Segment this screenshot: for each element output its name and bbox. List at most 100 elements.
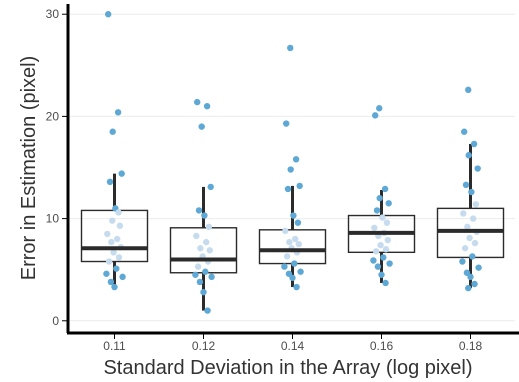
y-tick-label: 10	[46, 212, 60, 226]
x-tick-label: 0.14	[281, 339, 305, 353]
data-point	[292, 156, 300, 163]
data-point	[103, 270, 110, 277]
data-point	[384, 236, 391, 244]
data-point	[462, 181, 470, 189]
data-point	[465, 152, 472, 159]
data-point	[118, 170, 125, 177]
data-point	[206, 247, 213, 254]
data-point	[111, 283, 118, 291]
data-point	[460, 210, 467, 217]
ticks: 0 10 20 30 0.11 0.12 0.14 0.16 0.18	[46, 7, 483, 353]
data-point	[204, 307, 211, 314]
iqr-box	[169, 227, 238, 274]
data-point	[203, 102, 211, 110]
data-point	[371, 224, 378, 231]
data-point	[200, 288, 207, 296]
data-point	[286, 238, 293, 246]
data-point	[467, 273, 474, 281]
x-tick-label: 0.11	[103, 339, 126, 353]
data-point	[379, 214, 386, 221]
x-tick-label: 0.12	[192, 339, 216, 353]
iqr-box	[436, 207, 505, 259]
data-point	[283, 120, 290, 127]
data-point	[201, 212, 208, 219]
data-point	[465, 86, 472, 94]
data-point	[105, 11, 112, 18]
data-point	[289, 274, 296, 282]
data-point	[115, 254, 123, 261]
data-point	[198, 123, 205, 130]
data-point	[194, 263, 202, 270]
data-point	[110, 249, 117, 256]
data-point	[474, 165, 481, 172]
y-tick-label: 20	[46, 109, 60, 123]
data-point	[104, 230, 111, 238]
data-point	[381, 185, 389, 193]
data-points	[81, 11, 504, 314]
data-point	[372, 112, 379, 119]
data-point	[377, 241, 384, 249]
data-point	[292, 235, 299, 243]
data-point	[386, 260, 393, 267]
y-tick-label: 0	[52, 314, 59, 328]
x-tick-label: 0.18	[459, 339, 483, 353]
data-point	[466, 234, 473, 242]
data-point	[107, 278, 115, 286]
data-point	[194, 98, 201, 106]
data-point	[471, 280, 478, 288]
data-point	[459, 258, 466, 265]
data-point	[113, 265, 120, 272]
data-point	[468, 188, 475, 196]
data-point	[291, 260, 298, 267]
data-point	[374, 263, 382, 270]
data-point	[380, 254, 387, 261]
data-point	[119, 273, 126, 281]
data-point	[116, 222, 124, 229]
data-point	[281, 263, 288, 270]
gridlines	[70, 13, 515, 322]
data-point	[287, 44, 294, 52]
data-point	[373, 207, 381, 214]
data-point	[472, 201, 480, 208]
data-point	[461, 245, 469, 252]
data-point	[295, 240, 302, 248]
data-point	[109, 217, 116, 224]
data-point	[376, 105, 383, 112]
data-point	[287, 166, 294, 173]
data-point	[382, 246, 390, 253]
data-point	[115, 209, 122, 216]
data-point	[208, 273, 215, 281]
data-point	[376, 194, 383, 202]
data-point	[197, 245, 204, 252]
data-point	[372, 248, 380, 255]
data-point	[385, 200, 392, 207]
data-point	[283, 253, 291, 260]
data-point	[382, 279, 389, 287]
data-point	[106, 178, 114, 186]
data-point	[207, 183, 214, 191]
data-point	[109, 128, 116, 135]
y-tick-label: 30	[46, 7, 60, 21]
data-point	[202, 268, 209, 275]
data-point	[470, 215, 477, 222]
data-point	[195, 207, 203, 214]
data-point	[114, 235, 121, 243]
data-point	[383, 219, 391, 226]
data-point	[193, 232, 200, 240]
data-point	[464, 223, 471, 230]
data-point	[378, 271, 385, 278]
data-point	[192, 271, 199, 278]
x-axis-title: Standard Deviation in the Array (log pix…	[103, 357, 472, 379]
data-point	[105, 258, 113, 265]
data-point	[370, 257, 377, 264]
data-point	[205, 223, 213, 230]
data-point	[196, 278, 204, 286]
data-point	[475, 264, 482, 271]
data-point	[282, 227, 289, 235]
data-point	[284, 185, 292, 193]
data-point	[290, 212, 297, 219]
data-point	[469, 253, 476, 260]
data-point	[294, 219, 302, 226]
data-point	[203, 238, 210, 246]
